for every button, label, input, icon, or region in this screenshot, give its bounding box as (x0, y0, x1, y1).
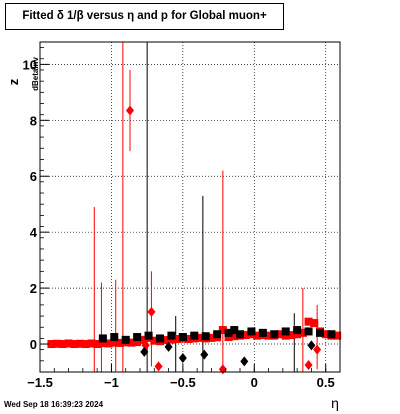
data-point-square (116, 338, 124, 347)
x-tick-label: 0.5 (317, 375, 335, 390)
svg-text:z: z (6, 78, 21, 85)
data-point-square (76, 339, 84, 348)
data-point-square (287, 331, 296, 340)
data-point-square (144, 331, 153, 340)
data-point-square (224, 328, 233, 337)
data-point-square (156, 334, 164, 343)
timestamp: Wed Sep 18 16:39:23 2024 (4, 400, 104, 409)
data-point-diamond (147, 306, 156, 317)
y-tick-label: 0 (30, 337, 37, 352)
data-point-square (127, 338, 136, 347)
y-axis-label: z (6, 78, 21, 85)
data-point-square (293, 326, 302, 335)
y-tick-label: 6 (30, 169, 37, 184)
data-point-square (133, 338, 142, 347)
data-point-square (281, 327, 290, 336)
data-point-square (167, 331, 176, 340)
y-axis-label-subscript: dBetaInv (31, 57, 40, 91)
data-point-diamond (154, 361, 163, 372)
data-point-square (138, 335, 147, 344)
data-point-diamond (240, 356, 249, 367)
data-point-square (310, 319, 319, 328)
error-bars (93, 42, 318, 372)
data-point-square (87, 339, 96, 348)
y-tick-label: 10 (23, 57, 37, 72)
data-point-square (104, 339, 113, 348)
x-axis-label: η (331, 395, 339, 411)
y-tick-label: 8 (30, 113, 37, 128)
data-point-square (293, 330, 302, 339)
data-point-diamond (126, 105, 134, 116)
plot-frame (39, 41, 341, 373)
data-point-square (93, 340, 102, 349)
data-point-diamond (304, 360, 313, 371)
data-point-square (98, 339, 107, 348)
y-tick-label: 4 (30, 225, 38, 240)
data-point-square (133, 333, 142, 342)
data-point-square (241, 331, 250, 340)
data-point-square (304, 327, 313, 336)
data-point-square (247, 327, 256, 336)
data-point-square (161, 336, 170, 345)
data-point-square (327, 330, 336, 339)
data-point-square (321, 330, 330, 339)
data-point-square (207, 333, 216, 342)
data-point-square (236, 330, 244, 339)
data-point-square (224, 333, 233, 342)
data-point-square (258, 328, 267, 337)
data-point-diamond (164, 341, 173, 352)
data-point-square (230, 332, 239, 341)
data-point-square (110, 333, 119, 342)
data-point-square (304, 317, 313, 326)
data-point-square (201, 332, 210, 341)
data-point-square (316, 328, 324, 337)
data-point-square (110, 338, 119, 347)
data-point-square (64, 339, 73, 348)
data-point-square (58, 340, 67, 349)
data-point-square (121, 335, 130, 344)
data-point-square (98, 334, 107, 343)
data-markers (47, 105, 342, 375)
x-tick-label: −0.5 (170, 375, 196, 390)
data-point-square (218, 326, 227, 335)
data-point-square (230, 326, 239, 335)
x-tick-label: −1 (104, 375, 119, 390)
x-tick-label: −1.5 (27, 375, 53, 390)
data-point-diamond (178, 353, 187, 364)
y-tick-label: 2 (30, 281, 37, 296)
data-point-square (178, 333, 187, 342)
chart-title: Fitted δ 1/β versus η and p for Global m… (5, 3, 284, 30)
x-tick-label: 0 (251, 375, 258, 390)
data-point-square (196, 333, 204, 342)
data-point-square (190, 331, 199, 340)
data-point-square (150, 336, 159, 345)
data-point-square (184, 335, 193, 343)
data-point-square (281, 331, 290, 340)
data-point-square (70, 340, 79, 349)
data-point-square (264, 331, 273, 340)
data-point-diamond (313, 344, 322, 355)
x-axis: −1.5 −1 −0.5 0 0.5 (27, 364, 335, 390)
data-point-square (173, 335, 182, 343)
data-point-square (298, 328, 307, 337)
data-point-square (333, 331, 342, 340)
data-point-diamond (200, 349, 209, 360)
data-point-diamond (307, 340, 316, 351)
data-point-square (270, 330, 279, 339)
svg-text:dBetaInv: dBetaInv (31, 57, 40, 91)
data-point-square (253, 331, 262, 340)
grid-lines (39, 42, 340, 372)
data-point-square (213, 330, 222, 339)
data-point-square (47, 340, 56, 349)
data-point-square (276, 330, 284, 339)
y-axis: 0 2 4 6 8 10 (23, 47, 49, 373)
data-point-square (53, 339, 62, 348)
data-point-square (81, 340, 90, 349)
data-point-diamond (140, 346, 149, 357)
